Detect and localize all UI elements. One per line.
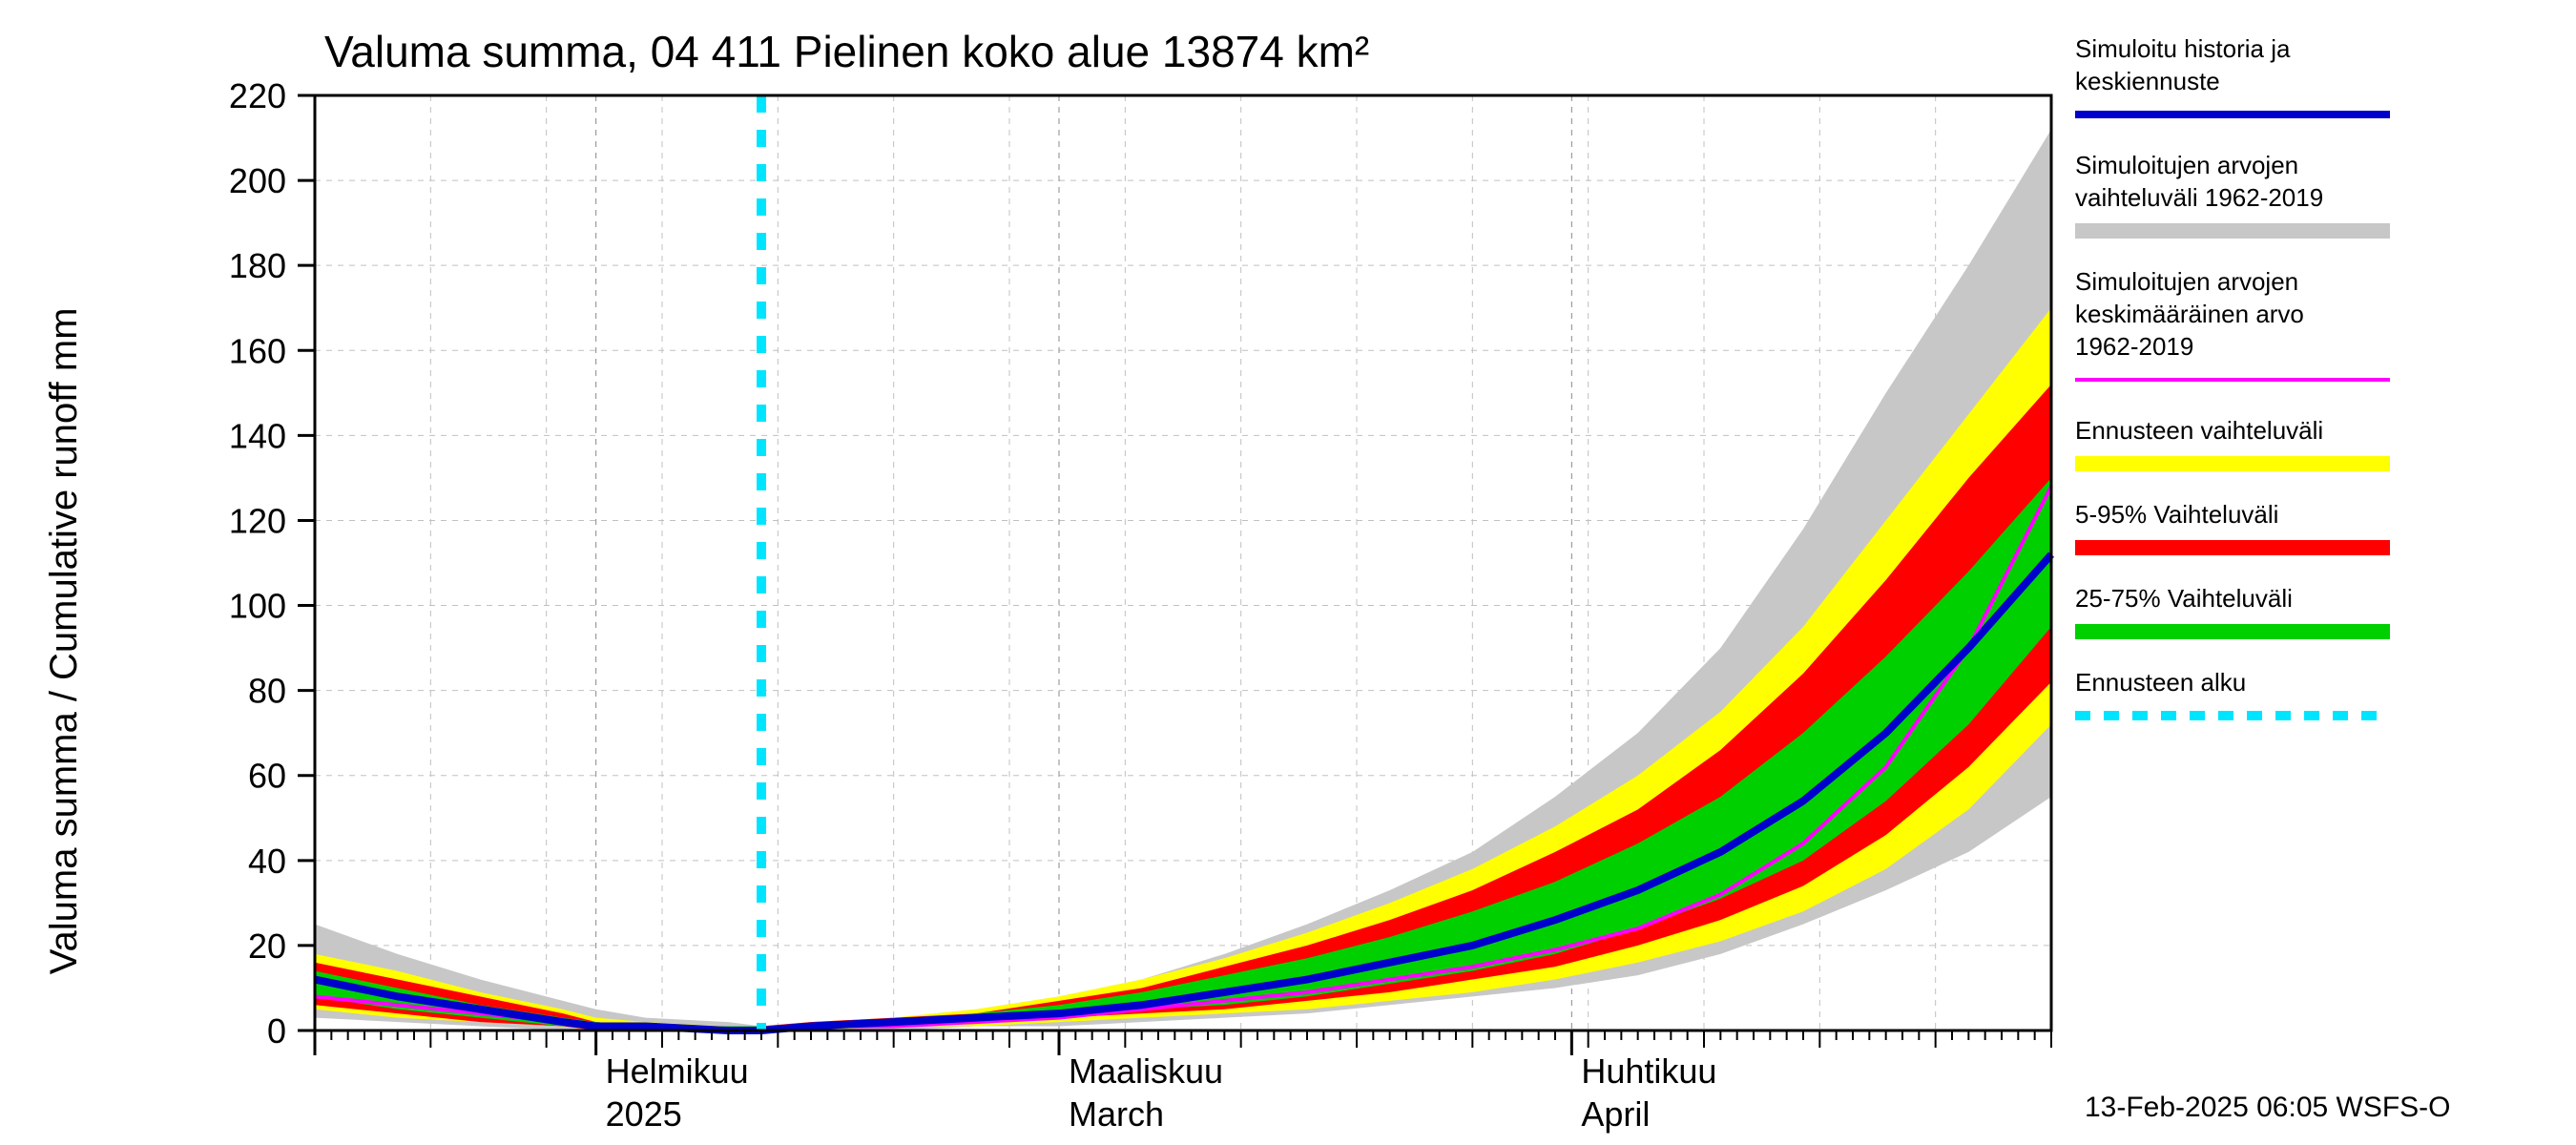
ytick-label: 20 (248, 926, 286, 966)
ytick-label: 200 (229, 161, 286, 200)
legend-label: Ennusteen alku (2075, 668, 2246, 697)
ytick-label: 180 (229, 246, 286, 285)
legend-swatch-red (2075, 540, 2390, 555)
ytick-label: 80 (248, 672, 286, 711)
legend-label: Ennusteen vaihteluväli (2075, 416, 2323, 445)
chart-stage: 0 20 40 60 80 100 120 140 160 180 200 220 Helmikuu20… (0, 0, 2576, 1145)
chart-title: Valuma summa, 04 411 Pielinen koko alue … (324, 27, 1369, 76)
ytick-label: 120 (229, 501, 286, 540)
ytick-label: 40 (248, 842, 286, 881)
month-label: Huhtikuu (1581, 1051, 1716, 1091)
chart-svg: 0 20 40 60 80 100 120 140 160 180 200 220 Helmikuu20… (0, 0, 2576, 1145)
ytick-label: 160 (229, 331, 286, 370)
legend-swatch-yellow (2075, 456, 2390, 471)
month-label-sub: April (1581, 1094, 1650, 1134)
legend-label: 1962-2019 (2075, 332, 2193, 361)
month-label-sub: 2025 (606, 1094, 682, 1134)
ytick-label: 100 (229, 587, 286, 626)
legend-label: Simuloitujen arvojen (2075, 151, 2298, 179)
legend-label: keskiennuste (2075, 67, 2220, 95)
month-label-sub: March (1069, 1094, 1164, 1134)
ytick-label: 60 (248, 757, 286, 796)
legend-label: Simuloitu historia ja (2075, 34, 2291, 63)
y-axis-label: Valuma summa / Cumulative runoff mm (43, 307, 85, 974)
month-label: Maaliskuu (1069, 1051, 1223, 1091)
legend-label: Simuloitujen arvojen (2075, 267, 2298, 296)
legend-swatch-grey (2075, 223, 2390, 239)
ytick-label: 220 (229, 76, 286, 115)
legend-label: keskimääräinen arvo (2075, 300, 2304, 328)
ytick-label: 140 (229, 416, 286, 455)
legend-label: 5-95% Vaihteluväli (2075, 500, 2278, 529)
footer-text: 13-Feb-2025 06:05 WSFS-O (2085, 1092, 2451, 1123)
ytick-label: 0 (267, 1011, 286, 1051)
month-label: Helmikuu (606, 1051, 749, 1091)
legend-swatch-green (2075, 624, 2390, 639)
legend-label: vaihteluväli 1962-2019 (2075, 183, 2323, 212)
legend-label: 25-75% Vaihteluväli (2075, 584, 2293, 613)
